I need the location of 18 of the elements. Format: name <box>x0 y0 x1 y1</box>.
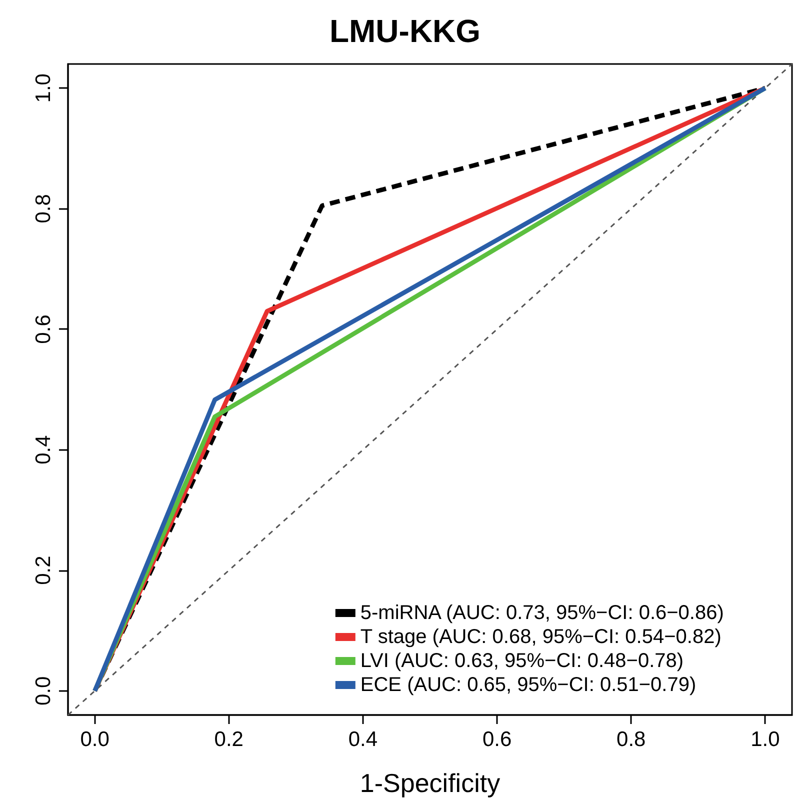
legend-label: LVI (AUC: 0.63, 95%−CI: 0.48−0.78) <box>360 650 684 672</box>
y-tick-label: 1.0 <box>32 74 55 103</box>
y-tick-label: 0.0 <box>32 676 55 706</box>
legend-label: ECE (AUC: 0.65, 95%−CI: 0.51−0.79) <box>360 674 696 696</box>
y-tick-label: 0.8 <box>32 194 55 224</box>
x-tick-label: 0.8 <box>616 728 646 751</box>
y-tick-label: 0.2 <box>32 556 55 585</box>
x-tick-label: 0.4 <box>348 728 378 751</box>
y-tick-label: 0.4 <box>32 434 55 464</box>
legend-label: T stage (AUC: 0.68, 95%−CI: 0.54−0.82) <box>360 626 722 648</box>
x-tick-label: 0.6 <box>482 728 512 751</box>
x-tick-label: 1.0 <box>750 728 780 751</box>
legend-label: 5-miRNA (AUC: 0.73, 95%−CI: 0.6−0.86) <box>360 602 724 624</box>
x-tick-label: 0.0 <box>80 728 110 751</box>
chart-title: LMU-KKG <box>329 13 481 49</box>
y-tick-label: 0.6 <box>32 314 55 344</box>
x-tick-label: 0.2 <box>214 728 244 751</box>
x-axis-title: 1-Specificity <box>360 768 500 798</box>
